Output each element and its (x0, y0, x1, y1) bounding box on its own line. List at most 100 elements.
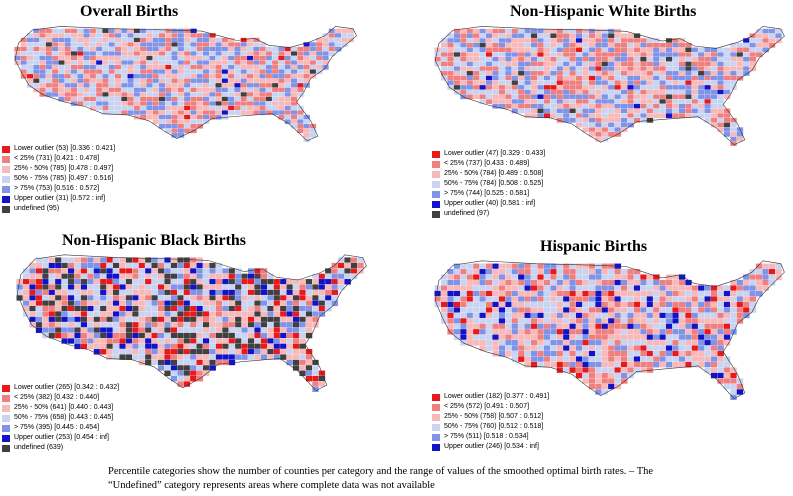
county-cell (209, 343, 217, 350)
county-cell (562, 301, 570, 308)
county-cell (562, 61, 570, 67)
county-cell (447, 296, 455, 303)
county-cell (498, 47, 506, 53)
county-cell (717, 66, 725, 72)
county-cell (633, 117, 641, 123)
county-cell (730, 328, 737, 335)
county-cell (614, 113, 622, 119)
county-cell (460, 84, 467, 91)
county-cell (48, 327, 56, 334)
county-cell (691, 312, 699, 319)
county-cell (189, 268, 197, 274)
county-cell (717, 113, 725, 119)
county-cell (730, 66, 737, 72)
county-cell (640, 290, 647, 297)
county-cell (215, 348, 223, 355)
county-cell (601, 84, 609, 91)
county-cell (202, 46, 210, 52)
county-cell (582, 33, 590, 39)
county-cell (640, 84, 647, 91)
county-cell (265, 51, 273, 57)
county-cell (260, 273, 268, 280)
county-cell (119, 289, 127, 296)
county-cell (627, 47, 635, 53)
county-cell (215, 300, 223, 307)
county-cell (665, 89, 673, 95)
county-cell (485, 89, 493, 95)
county-cell (659, 66, 667, 72)
county-cell (260, 294, 268, 301)
county-cell (524, 339, 532, 346)
county-cell (652, 285, 660, 292)
county-cell (472, 70, 480, 77)
county-cell (202, 370, 210, 377)
county-cell (691, 345, 699, 352)
county-cell (479, 285, 487, 292)
county-cell (595, 61, 602, 67)
county-cell (556, 52, 564, 58)
county-cell (196, 268, 204, 274)
county-cell (209, 359, 217, 366)
county-cell (74, 338, 82, 344)
county-cell (83, 55, 91, 61)
county-cell (344, 257, 352, 264)
county-cell (601, 75, 609, 81)
county-cell (183, 294, 191, 301)
county-cell (717, 339, 725, 346)
county-cell (466, 296, 474, 303)
county-cell (183, 284, 191, 291)
county-cell (93, 257, 101, 264)
county-cell (202, 316, 210, 323)
county-cell (138, 273, 146, 280)
county-cell (158, 60, 166, 66)
county-cell (505, 290, 512, 297)
county-cell (221, 51, 229, 57)
county-cell (704, 307, 712, 314)
county-cell (279, 338, 287, 344)
county-cell (717, 290, 725, 297)
county-cell (209, 354, 217, 361)
county-cell (297, 46, 304, 52)
county-cell (29, 284, 37, 291)
county-cell (177, 51, 185, 57)
county-cell (99, 300, 107, 307)
county-cell (284, 60, 292, 66)
county-cell (303, 119, 311, 125)
county-cell (588, 323, 596, 330)
county-cell (170, 257, 178, 264)
county-cell (70, 51, 78, 57)
county-cell (550, 312, 557, 319)
county-cell (472, 80, 480, 86)
county-cell (485, 312, 493, 319)
county-cell (614, 84, 622, 91)
county-cell (95, 37, 103, 43)
county-cell (672, 339, 680, 346)
county-cell (290, 73, 298, 79)
county-cell (189, 278, 197, 285)
county-cell (253, 101, 260, 107)
county-cell (685, 70, 692, 77)
legend-swatch (2, 145, 10, 153)
county-cell (595, 94, 602, 100)
county-cell (315, 46, 323, 52)
county-cell (646, 47, 654, 53)
county-cell (241, 311, 249, 318)
county-cell (595, 317, 602, 324)
county-cell (620, 113, 628, 119)
county-cell (588, 350, 596, 357)
county-cell (659, 84, 667, 91)
county-cell (665, 312, 673, 319)
county-cell (659, 296, 667, 303)
county-cell (292, 305, 300, 312)
county-cell (254, 294, 262, 301)
county-cell (177, 123, 185, 129)
county-cell (106, 273, 114, 280)
county-cell (39, 42, 47, 48)
county-cell (254, 321, 262, 328)
county-cell (279, 305, 287, 312)
county-cell (550, 290, 557, 297)
county-cell (614, 52, 622, 58)
county-cell (341, 28, 348, 34)
county-cell (74, 273, 82, 280)
county-cell (582, 328, 590, 335)
